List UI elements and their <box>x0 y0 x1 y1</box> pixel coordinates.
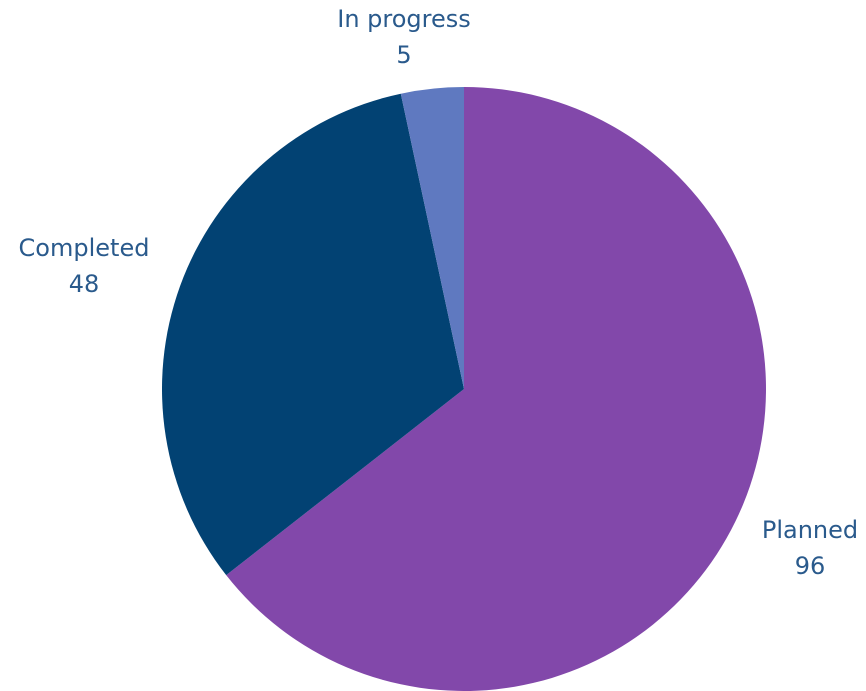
pie-labels: Planned 96 Completed 48 In progress 5 <box>19 5 859 580</box>
slice-value-planned: 96 <box>795 552 826 580</box>
pie-slice-completed <box>162 93 464 576</box>
slice-value-completed: 48 <box>69 270 100 298</box>
pie-slice-planned <box>226 87 767 691</box>
slice-label-in-progress: In progress <box>337 5 471 33</box>
pie-slice-in-progress <box>400 87 464 389</box>
slice-label-planned: Planned <box>762 516 858 544</box>
pie-slices <box>162 87 767 691</box>
slice-value-in-progress: 5 <box>396 41 411 69</box>
slice-label-completed: Completed <box>19 234 150 262</box>
